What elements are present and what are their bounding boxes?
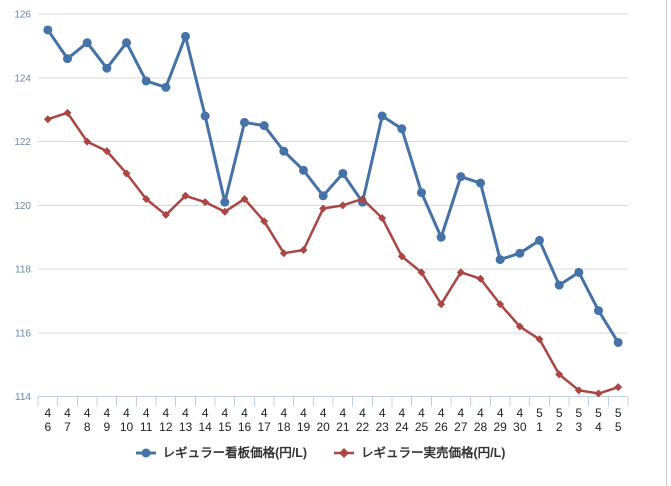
svg-text:4: 4 bbox=[457, 406, 464, 420]
svg-text:4: 4 bbox=[497, 406, 504, 420]
page-border-line bbox=[666, 0, 667, 486]
svg-text:20: 20 bbox=[316, 420, 330, 434]
svg-text:16: 16 bbox=[238, 420, 252, 434]
svg-text:4: 4 bbox=[339, 406, 346, 420]
svg-text:5: 5 bbox=[615, 406, 622, 420]
svg-text:13: 13 bbox=[179, 420, 193, 434]
svg-text:4: 4 bbox=[477, 406, 484, 420]
svg-text:4: 4 bbox=[182, 406, 189, 420]
svg-text:4: 4 bbox=[123, 406, 130, 420]
svg-text:30: 30 bbox=[513, 420, 527, 434]
svg-text:116: 116 bbox=[15, 328, 31, 339]
svg-text:27: 27 bbox=[454, 420, 468, 434]
svg-text:5: 5 bbox=[595, 406, 602, 420]
svg-text:22: 22 bbox=[356, 420, 370, 434]
legend-label-actual-price: レギュラー実売価格(円/L) bbox=[361, 446, 506, 460]
svg-text:5: 5 bbox=[536, 406, 543, 420]
svg-text:23: 23 bbox=[375, 420, 389, 434]
svg-text:4: 4 bbox=[64, 406, 71, 420]
svg-text:122: 122 bbox=[14, 137, 31, 148]
svg-text:3: 3 bbox=[575, 420, 582, 434]
plot-area: 1141161181201221241264647484941041141241… bbox=[14, 10, 629, 434]
svg-text:2: 2 bbox=[556, 420, 563, 434]
svg-text:4: 4 bbox=[438, 406, 445, 420]
svg-text:10: 10 bbox=[120, 420, 134, 434]
svg-text:12: 12 bbox=[159, 420, 173, 434]
svg-text:120: 120 bbox=[14, 201, 31, 212]
svg-text:4: 4 bbox=[516, 406, 523, 420]
svg-text:4: 4 bbox=[202, 406, 209, 420]
svg-text:4: 4 bbox=[221, 406, 228, 420]
svg-text:4: 4 bbox=[241, 406, 248, 420]
svg-text:4: 4 bbox=[379, 406, 386, 420]
svg-text:4: 4 bbox=[44, 406, 51, 420]
svg-text:11: 11 bbox=[140, 420, 153, 434]
svg-text:4: 4 bbox=[418, 406, 425, 420]
legend-item-signboard-price[interactable]: レギュラー看板価格(円/L) bbox=[135, 443, 307, 463]
svg-text:5: 5 bbox=[556, 406, 563, 420]
svg-text:15: 15 bbox=[218, 420, 232, 434]
svg-text:9: 9 bbox=[103, 420, 110, 434]
svg-text:14: 14 bbox=[198, 420, 212, 434]
svg-text:25: 25 bbox=[415, 420, 429, 434]
svg-text:4: 4 bbox=[398, 406, 405, 420]
legend-label-signboard-price: レギュラー看板価格(円/L) bbox=[162, 446, 307, 460]
svg-text:18: 18 bbox=[277, 420, 291, 434]
svg-text:5: 5 bbox=[615, 420, 622, 434]
svg-text:4: 4 bbox=[359, 406, 366, 420]
svg-text:7: 7 bbox=[64, 420, 71, 434]
svg-text:17: 17 bbox=[257, 420, 271, 434]
legend-item-actual-price[interactable]: レギュラー実売価格(円/L) bbox=[333, 443, 505, 463]
svg-text:126: 126 bbox=[14, 10, 31, 21]
svg-text:6: 6 bbox=[44, 420, 51, 434]
legend: レギュラー看板価格(円/L) レギュラー実売価格(円/L) bbox=[0, 443, 640, 463]
svg-text:4: 4 bbox=[280, 406, 287, 420]
legend-line-circle-icon bbox=[135, 448, 156, 458]
legend-line-diamond-icon bbox=[334, 448, 354, 458]
svg-text:118: 118 bbox=[15, 265, 31, 276]
svg-text:4: 4 bbox=[143, 406, 150, 420]
svg-text:124: 124 bbox=[14, 73, 31, 84]
svg-text:4: 4 bbox=[595, 420, 602, 434]
svg-text:24: 24 bbox=[395, 420, 409, 434]
svg-text:4: 4 bbox=[300, 406, 307, 420]
svg-text:26: 26 bbox=[434, 420, 448, 434]
svg-text:1: 1 bbox=[536, 420, 543, 434]
svg-text:28: 28 bbox=[474, 420, 488, 434]
svg-text:8: 8 bbox=[84, 420, 91, 434]
svg-text:5: 5 bbox=[575, 406, 582, 420]
svg-text:4: 4 bbox=[84, 406, 91, 420]
svg-text:21: 21 bbox=[336, 420, 350, 434]
svg-text:4: 4 bbox=[320, 406, 327, 420]
svg-text:114: 114 bbox=[15, 392, 31, 403]
svg-text:29: 29 bbox=[493, 420, 507, 434]
svg-text:4: 4 bbox=[103, 406, 110, 420]
svg-text:19: 19 bbox=[297, 420, 311, 434]
svg-text:4: 4 bbox=[261, 406, 268, 420]
svg-text:4: 4 bbox=[162, 406, 169, 420]
